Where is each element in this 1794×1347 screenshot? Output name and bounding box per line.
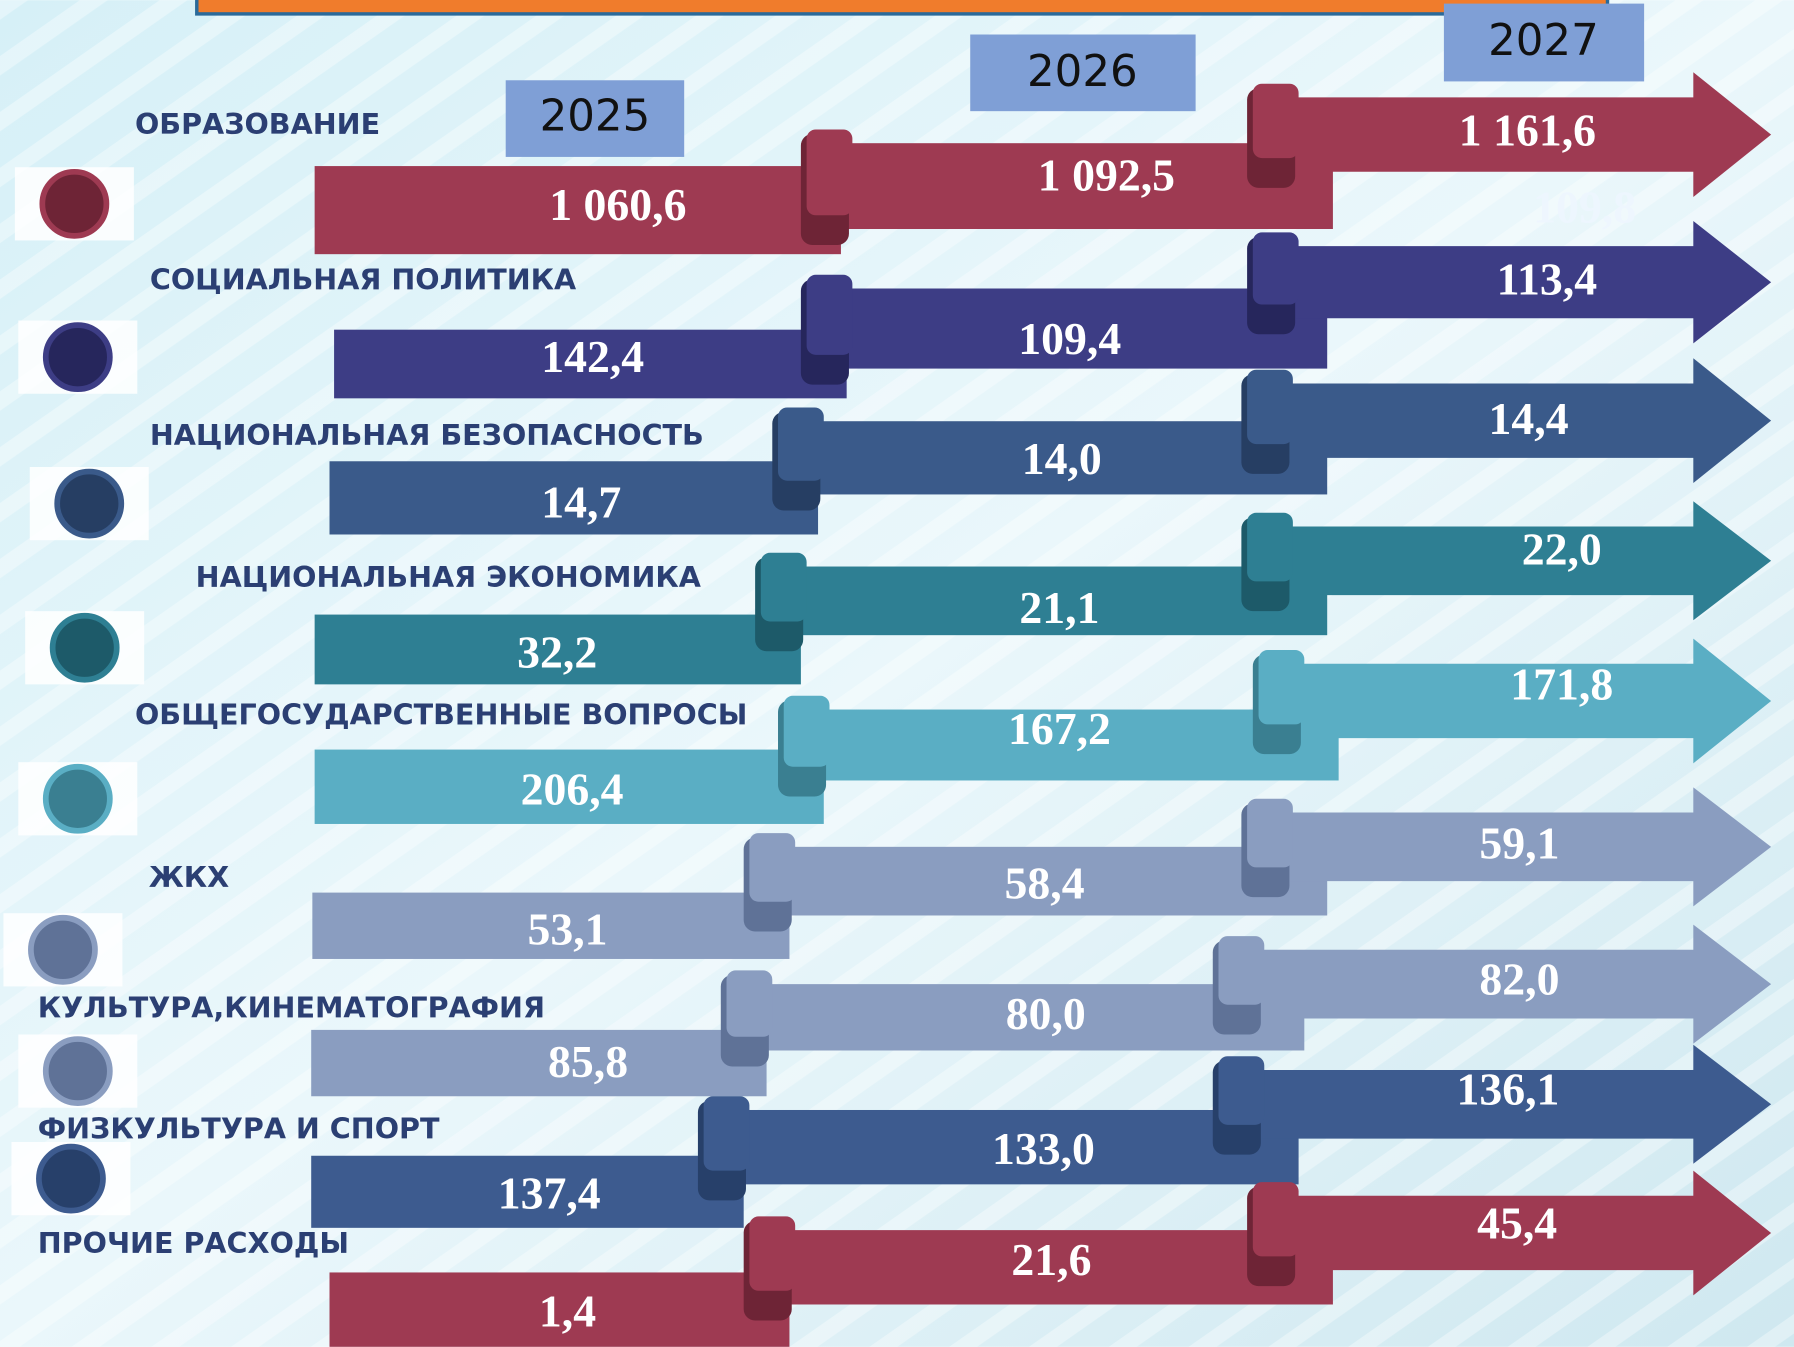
value-label: 14,4 <box>1489 393 1569 444</box>
value-label: 136,1 <box>1456 1063 1559 1114</box>
icon <box>28 914 98 985</box>
ribbon-fold-face <box>1252 232 1299 305</box>
icon <box>42 322 113 393</box>
year-box <box>970 34 1196 112</box>
ribbon-fold-face <box>1258 650 1305 725</box>
ribbon-fold-face <box>749 833 796 902</box>
ribbon <box>312 892 790 959</box>
ribbon <box>743 1109 1299 1185</box>
ribbon <box>329 1272 790 1347</box>
ribbon-arrow <box>1287 358 1772 484</box>
ribbon-arrow <box>1298 638 1772 764</box>
row-label: ОБРАЗОВАНИЕ <box>135 107 380 141</box>
value-label: 14,0 <box>1022 433 1102 484</box>
icon <box>49 612 120 683</box>
row-label: ОБЩЕГОСУДАРСТВЕННЫЕ ВОПРОСЫ <box>135 697 747 731</box>
icon <box>42 763 113 834</box>
ribbon-fold-face <box>1252 83 1299 159</box>
year-box <box>505 80 685 157</box>
icon <box>39 168 110 239</box>
ribbon-arrow <box>1258 1044 1772 1164</box>
ribbon-arrow <box>1287 787 1772 907</box>
ribbon-arrow <box>1258 924 1772 1044</box>
ribbon-fold-face <box>783 695 830 767</box>
top-bar <box>195 0 1610 16</box>
value-label: 109,4 <box>1018 313 1121 364</box>
value-label: 53,1 <box>527 903 607 954</box>
value-label: 21,1 <box>1019 582 1099 633</box>
icon <box>42 1036 113 1106</box>
row-label: КУЛЬТУРА,КИНЕМАТОГРАФИЯ <box>38 990 545 1024</box>
ribbon <box>800 566 1328 636</box>
value-label: 1 161,6 <box>1459 105 1596 156</box>
ribbon-fold-face <box>1247 798 1293 868</box>
ribbon <box>314 166 841 255</box>
value-label: 59,1 <box>1479 817 1559 868</box>
ribbon-fold-face <box>760 552 807 622</box>
value-label: 137,4 <box>498 1168 601 1219</box>
ribbon-fold-face <box>1218 936 1265 1005</box>
ribbon-fold-face <box>778 407 824 481</box>
value-label: 32,2 <box>517 626 597 677</box>
ribbon-fold-face <box>749 1216 796 1291</box>
value-label: 58,4 <box>1005 858 1085 909</box>
ribbon-fold-face <box>1218 1056 1265 1125</box>
ribbon <box>314 614 801 685</box>
ribbon-fold-face <box>703 1096 750 1171</box>
ribbon-fold-face <box>1247 369 1293 445</box>
ribbon-fold-face <box>1252 1182 1299 1257</box>
value-label: 113,4 <box>1497 253 1598 304</box>
row-label: ФИЗКУЛЬТУРА И СПОРТ <box>38 1112 440 1146</box>
value-label: 1 060,6 <box>549 179 686 230</box>
ribbon-arrow <box>1292 220 1772 344</box>
ribbon <box>314 749 824 824</box>
ribbon-arrow <box>1292 72 1772 197</box>
value-label: 1,4 <box>539 1285 596 1336</box>
ribbon <box>311 1155 744 1228</box>
icon <box>36 1143 106 1214</box>
row-label: ЖКХ <box>149 860 229 894</box>
year-label: 2026 <box>1027 47 1138 97</box>
ribbon <box>334 329 847 399</box>
row-label: ПРОЧИЕ РАСХОДЫ <box>38 1226 349 1260</box>
row-label: НАЦИОНАЛЬНАЯ ЭКОНОМИКА <box>196 560 701 594</box>
ribbon-fold-face <box>806 274 853 355</box>
value-label: 85,8 <box>548 1036 628 1087</box>
row-label: НАЦИОНАЛЬНАЯ БЕЗОПАСНОСТЬ <box>150 418 704 452</box>
ribbon-fold-face <box>806 129 853 216</box>
value-label: 21,6 <box>1011 1234 1091 1285</box>
value-label: 142,4 <box>541 331 644 382</box>
row-label: СОЦИАЛЬНАЯ ПОЛИТИКА <box>150 263 576 297</box>
icon <box>54 468 125 539</box>
year-label: 2027 <box>1488 16 1599 66</box>
value-label: 167,2 <box>1008 703 1111 754</box>
value-label: 45,4 <box>1477 1197 1557 1248</box>
value-label: 14,7 <box>541 477 621 528</box>
value-label: 1 092,5 <box>1038 149 1175 200</box>
value-label: 206,4 <box>521 764 624 815</box>
ribbon <box>311 1029 767 1097</box>
ribbon-fold-face <box>726 970 773 1037</box>
year-label: 2025 <box>540 92 651 142</box>
ghost-value: 109,8 <box>1533 181 1636 232</box>
ribbon <box>789 846 1328 916</box>
ribbon-fold-face <box>1247 512 1293 582</box>
value-label: 80,0 <box>1006 988 1086 1039</box>
ribbon-arrow <box>1287 501 1772 621</box>
value-label: 133,0 <box>992 1123 1095 1174</box>
ribbon <box>329 461 819 535</box>
ribbon <box>789 1230 1333 1305</box>
year-box <box>1443 3 1645 82</box>
value-label: 171,8 <box>1510 658 1613 709</box>
ribbon-arrow <box>1292 1170 1772 1296</box>
value-label: 22,0 <box>1522 523 1602 574</box>
value-label: 82,0 <box>1479 954 1559 1005</box>
